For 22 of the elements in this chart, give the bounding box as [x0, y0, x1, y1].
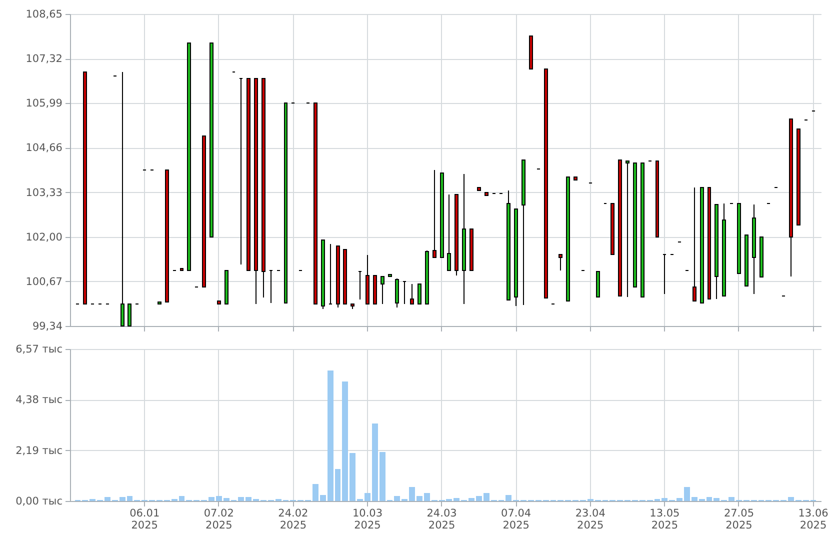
y-tick-label: 2,19 тыс — [16, 444, 63, 457]
x-tick-label: 10.03 2025 — [352, 508, 383, 532]
y-tick-label: 99,34 — [32, 320, 63, 332]
x-tick-label: 06.01 2025 — [130, 508, 160, 532]
x-tick-label: 23.04 2025 — [575, 508, 606, 532]
y-tick-label: 104,66 — [26, 142, 63, 154]
x-tick-label: 13.05 2025 — [650, 508, 680, 532]
x-tick-label: 07.04 2025 — [501, 508, 532, 532]
y-tick-label: 103,33 — [26, 186, 62, 199]
y-tick-label: 0,00 тыс — [16, 496, 63, 508]
y-tick-label: 102,00 — [26, 231, 62, 244]
x-tick-label: 24.02 2025 — [278, 508, 308, 532]
y-tick-label: 4,38 тыс — [16, 394, 63, 406]
x-tick-label: 24.03 2025 — [426, 508, 457, 532]
y-tick-label: 6,57 тыс — [16, 344, 63, 356]
x-tick-label: 07.02 2025 — [204, 508, 234, 532]
y-tick-label: 105,99 — [26, 98, 62, 110]
x-tick-label: 13.06 2025 — [798, 508, 829, 532]
y-tick-label: 100,67 — [26, 276, 62, 288]
x-tick-label: 27.05 2025 — [724, 508, 754, 532]
y-tick-label: 107,32 — [26, 53, 62, 66]
y-tick-label: 108,65 — [26, 8, 62, 20]
